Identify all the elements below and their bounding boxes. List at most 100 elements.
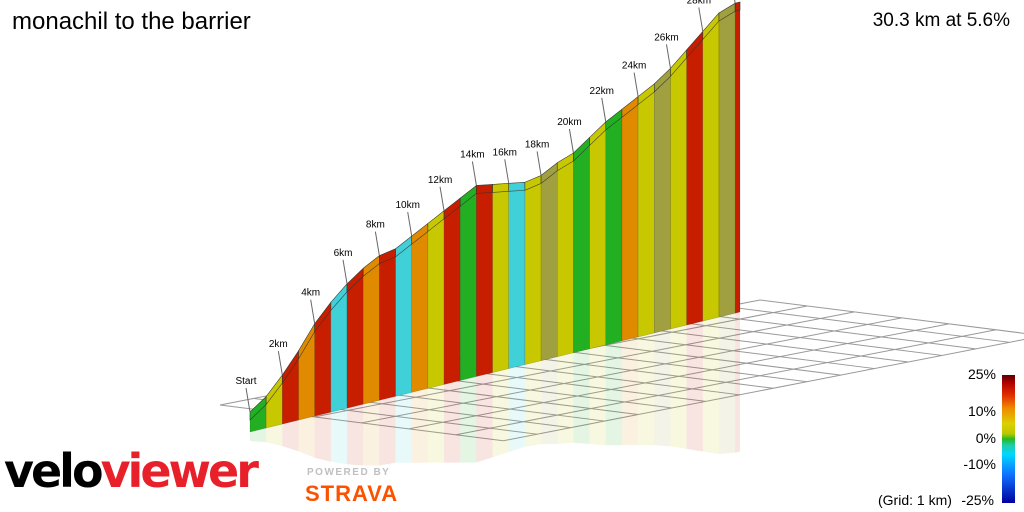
route-summary: 30.3 km at 5.6% xyxy=(872,10,1010,31)
km-marker-label: 14km xyxy=(460,149,484,160)
grid-line-along xyxy=(503,338,1024,442)
km-marker-label: 6km xyxy=(334,248,353,259)
profile-segment[interactable] xyxy=(718,2,736,318)
profile-reflection-segment xyxy=(718,313,736,455)
gradient-legend-bar xyxy=(1002,375,1015,503)
km-marker-line xyxy=(374,231,380,256)
profile-reflection-segment xyxy=(282,420,299,452)
veloviewer-logo[interactable]: veloviewer xyxy=(4,448,259,494)
legend-label-10: 10% xyxy=(967,403,996,419)
km-marker-line xyxy=(439,186,445,211)
profile-segment[interactable] xyxy=(557,152,574,358)
profile-reflection-segment xyxy=(460,376,477,463)
profile-segment-top xyxy=(492,183,510,193)
profile-segment[interactable] xyxy=(573,136,590,354)
grid-note: (Grid: 1 km) xyxy=(878,492,952,508)
profile-reflection-segment xyxy=(524,360,542,447)
km-marker-label: 16km xyxy=(493,147,517,158)
km-marker-label: 10km xyxy=(395,200,419,211)
strava-logo[interactable]: STRAVA xyxy=(305,481,399,506)
km-marker-label: 12km xyxy=(428,175,452,186)
profile-segment[interactable] xyxy=(395,235,412,397)
km-marker-label: 26km xyxy=(654,32,678,43)
profile-reflection-segment xyxy=(686,321,703,452)
grid-line-along xyxy=(361,317,902,424)
km-marker-label: 8km xyxy=(366,220,385,231)
legend-label-minus-25: -25% xyxy=(961,492,994,508)
profile-segment[interactable] xyxy=(524,175,542,365)
profile-reflection-segment xyxy=(379,396,396,466)
profile-segment[interactable] xyxy=(605,108,623,346)
profile-segment-top xyxy=(508,181,526,192)
km-marker-label: 18km xyxy=(525,139,549,150)
profile-wall[interactable] xyxy=(249,1,741,433)
profile-segment[interactable] xyxy=(427,210,445,389)
legend-label-0: 0% xyxy=(975,430,996,446)
profile-reflection-segment xyxy=(508,364,525,453)
profile-segment[interactable] xyxy=(654,67,671,334)
profile-reflection-segment xyxy=(444,380,461,463)
grid-line-along xyxy=(455,329,997,436)
km-marker-line xyxy=(536,151,542,176)
km-marker-line xyxy=(601,97,607,122)
profile-reflection-segment xyxy=(314,412,331,462)
profile-reflection-segment xyxy=(427,384,445,463)
grid-line-across xyxy=(759,299,1024,334)
profile-reflection xyxy=(250,312,740,466)
km-marker-label: 2km xyxy=(269,339,288,350)
profile-segment-top xyxy=(476,184,493,194)
km-marker-line xyxy=(310,299,316,324)
profile-reflection-segment xyxy=(395,392,412,463)
legend-label-25: 25% xyxy=(967,366,996,382)
profile-segment[interactable] xyxy=(362,255,380,405)
profile-segment[interactable] xyxy=(621,96,639,342)
profile-segment[interactable] xyxy=(492,183,509,373)
profile-segment[interactable] xyxy=(670,49,687,330)
km-marker-label: 4km xyxy=(301,288,320,299)
profile-reflection-segment xyxy=(298,416,315,458)
profile-reflection-segment xyxy=(654,329,671,447)
grid-line-along xyxy=(408,323,949,430)
profile-segment[interactable] xyxy=(702,12,720,322)
profile-reflection-segment xyxy=(605,340,622,446)
profile-reflection-segment xyxy=(638,332,655,446)
km-marker-line xyxy=(277,350,283,376)
km-markers: Start 2km 4km 6km 8km 10km 12km 14km 16km 18km 20k… xyxy=(235,0,736,413)
profile-segment[interactable] xyxy=(379,248,396,401)
km-marker-label: 20km xyxy=(557,117,581,128)
grid-line-along xyxy=(314,311,855,418)
profile-reflection-segment xyxy=(573,348,590,444)
profile-segment[interactable] xyxy=(476,184,493,377)
profile-segment[interactable] xyxy=(443,197,461,385)
km-marker-line xyxy=(504,159,510,184)
km-marker-line xyxy=(342,259,348,284)
km-marker-line xyxy=(633,72,639,97)
profile-segment[interactable] xyxy=(411,222,429,393)
profile-reflection-segment xyxy=(541,356,558,445)
profile-reflection-segment xyxy=(347,404,364,466)
profile-segment[interactable] xyxy=(734,1,741,314)
profile-segment[interactable] xyxy=(459,184,477,381)
km-marker-line xyxy=(471,161,477,186)
profile-segment-top xyxy=(734,1,741,12)
profile-segment[interactable] xyxy=(637,83,655,338)
km-marker-label: Start xyxy=(235,376,256,387)
profile-reflection-segment xyxy=(702,317,719,455)
profile-segment[interactable] xyxy=(686,30,704,326)
km-marker-line xyxy=(245,387,251,413)
profile-reflection-segment xyxy=(476,372,493,463)
profile-reflection-segment xyxy=(266,424,283,447)
profile-segment[interactable] xyxy=(540,162,558,362)
profile-reflection-segment xyxy=(621,336,639,446)
page-title: monachil to the barrier xyxy=(12,8,251,35)
km-marker-line xyxy=(734,0,736,4)
km-marker-line xyxy=(698,7,704,32)
powered-by-label: POWERED BY xyxy=(307,467,391,478)
profile-reflection-segment xyxy=(250,428,267,443)
profile-reflection-segment xyxy=(411,388,428,463)
profile-reflection-segment xyxy=(670,325,687,449)
profile-segment[interactable] xyxy=(508,182,526,369)
profile-segment[interactable] xyxy=(589,121,607,350)
profile-reflection-segment xyxy=(492,368,509,458)
